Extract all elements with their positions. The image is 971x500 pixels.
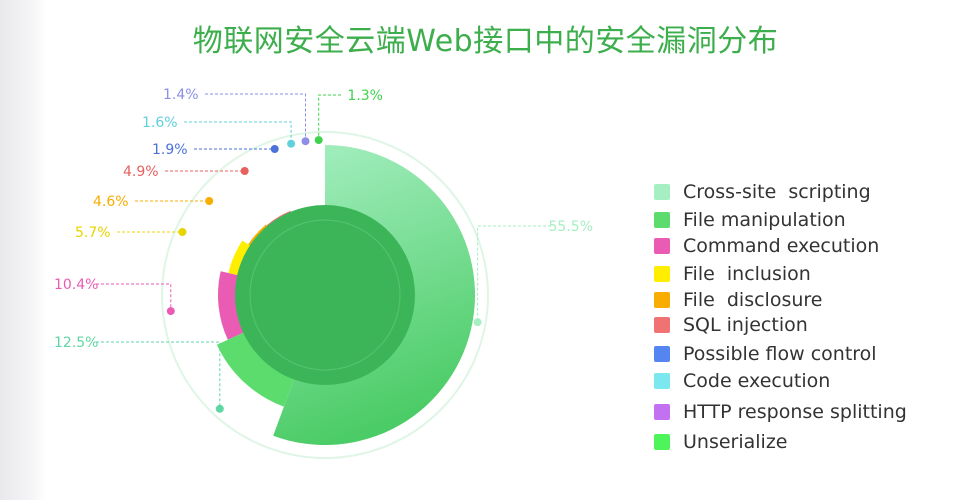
pie-center-circle <box>235 205 415 385</box>
chart-title: 物联网安全云端Web接口中的安全漏洞分布 <box>192 24 779 59</box>
data-label-file-disclosure: 4.6% <box>93 194 129 210</box>
legend-label: Unserialize <box>683 431 788 453</box>
data-label-possible-flow-control: 1.9% <box>152 142 188 158</box>
legend-label: Cross-site scripting <box>683 181 871 203</box>
leader-line-http-response-splitting <box>205 93 306 142</box>
pie-center-ring <box>249 219 401 371</box>
legend-label: HTTP response splitting <box>683 401 907 423</box>
data-label-file-manipulation: 12.5% <box>54 335 98 351</box>
outer-ring <box>161 131 489 459</box>
legend-swatch <box>654 373 670 389</box>
legend-swatch <box>654 346 670 362</box>
legend-label: File disclosure <box>683 289 823 311</box>
legend-label: Command execution <box>683 235 880 257</box>
legend-swatch <box>654 434 670 450</box>
legend-swatch <box>654 292 670 308</box>
leader-line-cross-site-scripting <box>477 225 551 323</box>
leader-dot-http-response-splitting <box>301 137 310 146</box>
leader-dot-file-manipulation <box>215 404 224 413</box>
legend-label: Possible flow control <box>683 343 877 365</box>
data-label-code-execution: 1.6% <box>142 115 178 131</box>
data-label-file-inclusion: 5.7% <box>75 225 111 241</box>
leader-dot-file-disclosure <box>205 197 214 205</box>
legend-label: Code execution <box>683 370 831 392</box>
leader-line-command-execution <box>96 283 172 312</box>
leader-dot-command-execution <box>166 307 175 316</box>
legend-swatch <box>654 404 670 420</box>
legend-label: File manipulation <box>683 209 846 231</box>
data-label-sql-injection: 4.9% <box>123 164 159 180</box>
leader-dot-sql-injection <box>240 167 249 175</box>
leader-dot-cross-site-scripting <box>473 318 482 327</box>
leader-dot-code-execution <box>287 139 296 148</box>
legend-swatch <box>654 184 670 200</box>
legend-swatch <box>654 212 670 228</box>
leader-line-code-execution <box>184 121 292 144</box>
data-label-http-response-splitting: 1.4% <box>163 87 199 103</box>
data-label-command-execution: 10.4% <box>54 277 98 293</box>
legend-swatch <box>654 238 670 254</box>
leader-dot-file-inclusion <box>178 228 187 236</box>
legend-label: File inclusion <box>683 263 811 285</box>
data-label-cross-site-scripting: 55.5% <box>549 219 593 235</box>
legend-swatch <box>654 317 670 333</box>
leader-dot-unserialize <box>314 136 323 145</box>
legend-label: SQL injection <box>683 314 808 336</box>
leader-line-unserialize <box>318 94 341 141</box>
legend-swatch <box>654 266 670 282</box>
leader-dot-possible-flow-control <box>270 145 279 153</box>
leader-line-file-manipulation <box>96 341 221 409</box>
data-label-unserialize: 1.3% <box>347 88 383 104</box>
